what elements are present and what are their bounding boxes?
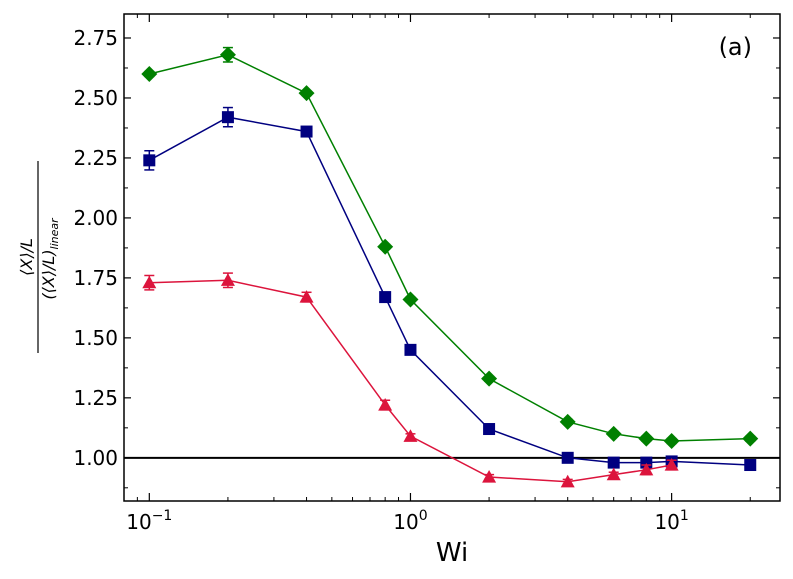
x-tick-label: 100	[393, 508, 427, 534]
x-tick-label-exp: 1	[680, 508, 689, 524]
data-point-triangle	[482, 470, 497, 483]
data-point-square	[607, 456, 620, 469]
y-tick-label: 2.75	[73, 26, 118, 50]
y-tick-label: 1.50	[73, 326, 118, 350]
y-tick-label: 2.00	[73, 206, 118, 230]
data-point-diamond	[638, 430, 655, 447]
data-point-triangle	[403, 429, 418, 442]
x-tick-label: 10−1	[126, 508, 172, 534]
plot-frame	[123, 13, 781, 502]
data-point-triangle	[378, 398, 393, 411]
y-axis-label-den-sub: linear	[48, 217, 61, 250]
data-point-diamond	[298, 85, 315, 102]
x-tick-label: 101	[654, 508, 688, 534]
data-point-triangle	[639, 462, 654, 476]
x-tick-label-exp: 0	[419, 508, 428, 524]
data-point-triangle	[560, 474, 575, 488]
data-point-square	[404, 343, 417, 356]
series-triangle	[142, 272, 679, 488]
data-point-square	[561, 451, 574, 464]
data-point-diamond	[605, 425, 622, 442]
panel-label: (a)	[719, 33, 752, 61]
data-point-diamond	[141, 65, 158, 82]
series-line	[149, 279, 672, 483]
data-point-diamond	[742, 430, 759, 447]
data-point-square	[300, 125, 313, 138]
data-point-square	[379, 291, 392, 304]
series-line	[148, 116, 751, 466]
y-axis-label: ⟨X⟩/L (⟨X⟩/L)linear	[17, 161, 61, 353]
x-axis-label: Wi	[436, 538, 468, 568]
data-point-triangle	[220, 273, 235, 286]
series-square	[143, 106, 757, 472]
data-point-triangle	[664, 458, 679, 471]
data-point-triangle	[299, 290, 314, 303]
data-point-triangle	[142, 275, 157, 289]
y-tick-label: 1.00	[73, 446, 118, 470]
y-tick-label: 2.50	[73, 86, 118, 110]
series-line	[149, 54, 751, 442]
x-tick-label-base: 10	[393, 510, 418, 534]
data-point-diamond	[663, 433, 680, 450]
data-point-diamond	[402, 291, 419, 308]
x-tick-label-exp: −1	[152, 508, 173, 524]
y-tick-label: 1.25	[73, 386, 118, 410]
series-diamond	[141, 46, 759, 450]
data-point-square	[744, 459, 757, 472]
y-axis-label-denominator: (⟨X⟩/L)linear	[39, 217, 61, 300]
data-point-square	[221, 111, 234, 124]
data-point-diamond	[559, 413, 576, 430]
x-tick-label-base: 10	[126, 510, 151, 534]
y-axis-label-numerator: ⟨X⟩/L	[17, 238, 36, 276]
data-point-square	[483, 423, 496, 436]
x-tick-label-base: 10	[654, 510, 679, 534]
y-axis-label-den-main: (⟨X⟩/L)	[39, 249, 58, 299]
data-point-diamond	[377, 238, 394, 255]
data-point-diamond	[219, 46, 236, 63]
data-point-triangle	[606, 467, 621, 481]
data-point-diamond	[481, 370, 498, 387]
data-point-square	[143, 154, 156, 167]
y-tick-label: 1.75	[73, 266, 118, 290]
y-tick-label: 2.25	[73, 146, 118, 170]
